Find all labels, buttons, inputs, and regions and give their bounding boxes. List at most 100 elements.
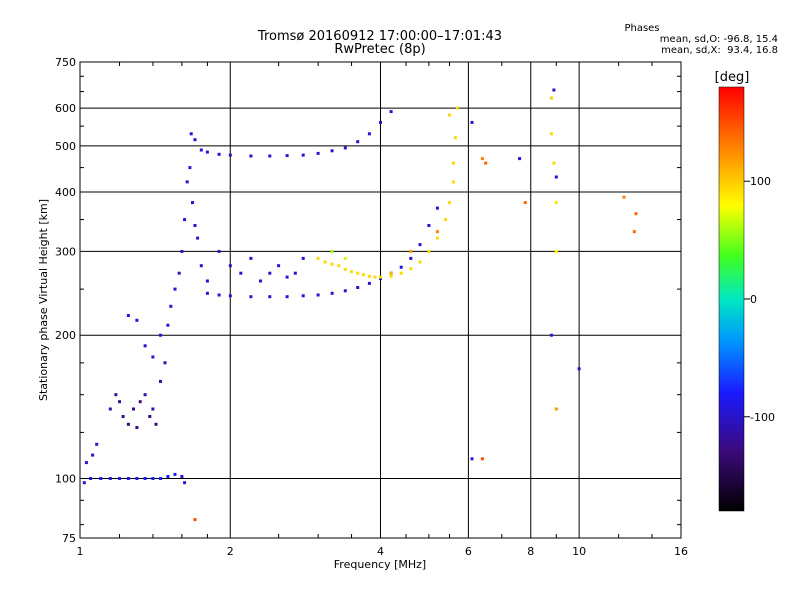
data-point-o (205, 150, 209, 154)
data-point-o (356, 140, 360, 144)
data-point-o (177, 271, 181, 275)
chart-title: Tromsø 20160912 17:00:00–17:01:43 (257, 29, 502, 44)
data-point-x (367, 274, 371, 278)
data-point-o (285, 275, 289, 279)
data-point-x (448, 201, 451, 205)
data-point-o (108, 407, 112, 411)
y-tick-label: 750 (55, 56, 76, 69)
data-point-o (99, 477, 103, 480)
data-point-o (82, 481, 86, 485)
data-point-x (622, 195, 626, 199)
data-point-o (554, 175, 558, 179)
data-point-x (193, 518, 197, 522)
data-point-o (118, 477, 121, 480)
data-point-o (435, 206, 439, 210)
data-point-x (549, 132, 553, 136)
data-point-o (126, 314, 130, 317)
data-point-x (480, 157, 484, 161)
data-point-x (554, 201, 558, 205)
data-point-x (453, 136, 457, 140)
data-point-o (189, 132, 193, 136)
y-axis-label: Stationary phase Virtual Height [km] (37, 199, 50, 401)
y-tick-label: 100 (55, 473, 76, 486)
colorbar-ticks: 100 0 -100 (744, 175, 775, 424)
data-point-o (249, 295, 253, 299)
x-tick-label: 16 (674, 545, 688, 558)
data-point-o (151, 355, 155, 359)
data-point-o (316, 151, 320, 155)
colorbar-tick-label: -100 (750, 411, 775, 424)
data-point-x (379, 275, 382, 279)
data-point-o (249, 154, 253, 158)
data-point-o (148, 415, 152, 418)
data-point-o (180, 249, 184, 253)
data-point-o (95, 442, 99, 446)
data-point-o (183, 218, 187, 222)
data-point-o (126, 422, 130, 426)
data-point-x (455, 106, 459, 110)
data-point-o (151, 407, 155, 411)
chart-subtitle: RwPretec (8p) (334, 42, 425, 57)
x-tick-label: 6 (465, 545, 472, 558)
data-point-x (554, 407, 558, 411)
data-point-o (205, 279, 209, 283)
data-point-o (356, 286, 360, 289)
data-point-o (367, 281, 371, 285)
data-point-x (316, 256, 320, 260)
y-tick-label: 75 (62, 532, 76, 545)
data-point-o (470, 120, 474, 124)
data-point-o (217, 249, 221, 253)
data-point-o (173, 472, 177, 476)
phases-title: Phases (624, 23, 659, 34)
data-point-o (249, 256, 253, 260)
data-point-o (183, 481, 187, 485)
data-point-o (205, 291, 209, 295)
data-point-o (143, 393, 147, 397)
data-point-x (554, 249, 558, 253)
data-point-x (418, 260, 422, 264)
data-point-o (228, 294, 232, 298)
colorbar: [deg] 100 0 -100 (715, 70, 775, 512)
x-tick-label: 1 (77, 545, 84, 558)
phases-mean-x: mean, sd,X: 93.4, 16.8 (661, 45, 778, 56)
x-axis-label: Frequency [MHz] (334, 558, 426, 571)
plot-frame (79, 61, 682, 539)
data-point-o (239, 271, 243, 275)
data-point-o (193, 138, 197, 142)
data-point-o (330, 291, 334, 295)
data-point-o (89, 477, 93, 480)
data-point-x (435, 236, 439, 240)
data-point-o (259, 279, 262, 283)
data-point-o (427, 224, 431, 227)
x-tick-label: 4 (377, 545, 384, 558)
data-point-x (323, 260, 327, 264)
data-point-o (91, 453, 95, 457)
data-point-o (293, 271, 297, 275)
data-point-o (135, 426, 139, 429)
data-point-o (268, 154, 272, 158)
data-point-o (166, 323, 170, 327)
data-point-o (173, 287, 177, 291)
data-point-x (480, 457, 484, 461)
data-point-o (217, 293, 221, 297)
data-point-o (399, 265, 403, 269)
data-point-o (159, 477, 162, 480)
data-point-o (330, 149, 334, 153)
data-point-o (228, 153, 232, 157)
data-point-o (108, 477, 112, 480)
data-point-o (135, 318, 139, 322)
data-point-x (451, 161, 455, 165)
data-point-o (301, 256, 305, 260)
data-point-x (451, 180, 455, 184)
data-point-o (217, 152, 221, 156)
data-point-x (552, 161, 556, 165)
data-point-x (399, 271, 403, 275)
data-point-x (484, 161, 488, 165)
data-point-o (285, 295, 289, 299)
x-tick-label: 10 (572, 545, 586, 558)
colorbar-tick-label: 0 (750, 293, 757, 306)
data-point-o (301, 153, 305, 157)
data-point-o (191, 201, 194, 205)
data-point-o (114, 393, 118, 397)
y-tick-label: 400 (55, 186, 76, 199)
